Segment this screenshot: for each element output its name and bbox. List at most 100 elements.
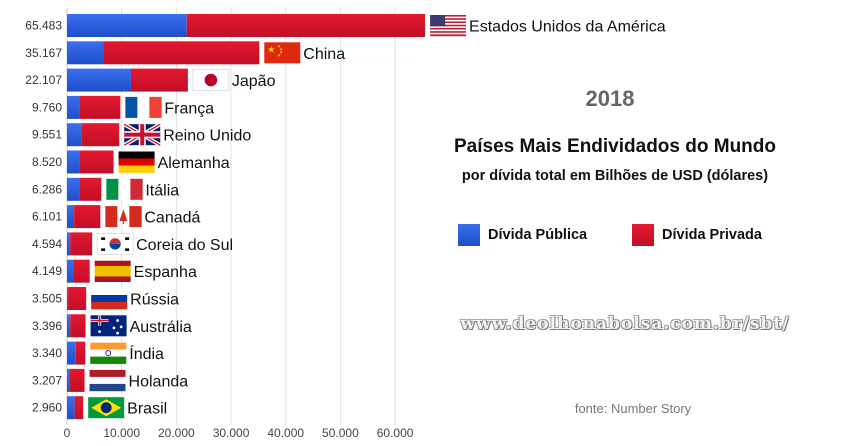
bar-public-debt — [67, 95, 80, 119]
bar-private-debt — [69, 368, 85, 392]
bar-row: 6.101 Canadá — [32, 205, 201, 229]
bar-row: 6.286 Itália — [32, 177, 179, 201]
flag-uk-icon — [123, 122, 162, 147]
x-tick-label: 20.000 — [158, 426, 195, 440]
bar-row: 22.107 Japão — [25, 68, 276, 92]
flag-usa-icon — [430, 15, 467, 37]
flag-russia-icon — [91, 288, 128, 310]
bar-public-debt — [67, 396, 75, 420]
svg-text:★: ★ — [277, 43, 281, 48]
country-label: Japão — [232, 73, 276, 90]
bar-private-debt — [79, 150, 114, 174]
bar-private-debt — [73, 259, 90, 283]
bar-private-debt — [70, 232, 93, 256]
country-label: Rússia — [130, 292, 179, 309]
bar-value-label: 4.149 — [32, 264, 62, 278]
bar-value-label: 65.483 — [25, 19, 62, 33]
bar-private-debt — [103, 41, 260, 65]
bar-row: 8.520 Alemanha — [32, 150, 230, 174]
bar-public-debt — [67, 68, 131, 92]
flag-canada-icon — [105, 206, 142, 228]
country-label: Canadá — [144, 210, 200, 227]
bar-value-label: 2.960 — [32, 401, 62, 415]
bar-public-debt — [67, 232, 71, 256]
x-tick-label: 30.000 — [213, 426, 250, 440]
country-label: Alemanha — [158, 155, 230, 172]
bar-value-label: 3.505 — [32, 292, 62, 306]
bar-value-label: 6.101 — [32, 210, 62, 224]
flag-france-icon — [125, 96, 162, 118]
bar-private-debt — [74, 396, 84, 420]
bar-public-debt — [67, 341, 76, 365]
country-label: Holanda — [129, 373, 189, 390]
svg-text:★: ★ — [267, 45, 275, 55]
bar-value-label: 6.286 — [32, 182, 62, 196]
bar-public-debt — [67, 14, 187, 37]
bar-row: 3.505 Rússia — [32, 287, 179, 310]
bar-private-debt — [79, 177, 102, 201]
bar-row: 2.960 Brasil — [32, 396, 167, 420]
country-label: China — [303, 46, 345, 63]
svg-text:★: ★ — [277, 52, 281, 57]
bar-value-label: 9.760 — [32, 100, 62, 114]
bar-value-label: 3.207 — [32, 373, 62, 387]
bar-public-debt — [67, 177, 80, 201]
bar-row: 65.483 Estados Unidos da América — [25, 14, 666, 37]
flag-brazil-icon — [88, 397, 125, 419]
bar-private-debt — [81, 123, 120, 147]
bar-private-debt — [186, 14, 426, 37]
bar-public-debt — [67, 41, 104, 65]
flag-india-icon — [90, 342, 127, 364]
country-label: Brasil — [127, 401, 167, 418]
chart-year: 2018 — [585, 86, 635, 111]
legend-swatch-private — [632, 224, 654, 246]
bar-public-debt — [67, 287, 69, 310]
bar-row: 4.594 Coreia do Sul — [32, 232, 233, 256]
bar-value-label: 3.396 — [32, 319, 62, 333]
country-label: Austrália — [130, 319, 192, 336]
flag-spain-icon — [94, 260, 131, 282]
country-label: Índia — [129, 344, 164, 363]
bar-public-debt — [67, 259, 74, 283]
flag-china-icon: ★ ★★★★ — [264, 42, 301, 64]
bar-value-label: 9.551 — [32, 128, 62, 142]
bar-row: 3.340 Índia — [32, 341, 164, 365]
legend-item-private-debt: Dívida Privada — [632, 224, 762, 246]
bar-private-debt — [70, 314, 86, 338]
x-tick-label: 10.000 — [103, 426, 140, 440]
bar-private-debt — [130, 68, 188, 92]
country-label: Coreia do Sul — [136, 237, 233, 254]
bar-public-debt — [67, 368, 70, 392]
country-label: Reino Unido — [163, 128, 251, 145]
legend-label-public: Dívida Pública — [488, 227, 588, 243]
svg-text:★: ★ — [279, 49, 283, 54]
source-note: fonte: Number Story — [574, 401, 692, 416]
country-label: Espanha — [134, 264, 197, 281]
legend-item-public-debt: Dívida Pública — [458, 224, 587, 246]
chart-subtitle: por dívida total em Bilhões de USD (dóla… — [461, 168, 769, 184]
bar-value-label: 4.594 — [32, 237, 62, 251]
bar-public-debt — [67, 123, 82, 147]
chart-title: Países Mais Endividados do Mundo — [454, 136, 776, 157]
flag-netherlands-icon — [89, 369, 126, 392]
flag-germany-icon — [118, 151, 155, 173]
website-watermark: www.deolhonabolsa.com.br/sbt/ — [460, 314, 790, 334]
flag-italy-icon — [106, 178, 143, 200]
bar-private-debt — [75, 341, 86, 365]
bar-private-debt — [79, 95, 121, 119]
bar-row: 9.551 Reino Unido — [32, 122, 251, 147]
x-tick-label: 40.000 — [267, 426, 304, 440]
flag-korea-icon — [96, 233, 134, 255]
country-label: Estados Unidos da América — [469, 19, 666, 36]
bar-public-debt — [67, 150, 80, 174]
bar-public-debt — [67, 314, 71, 338]
legend-label-private: Dívida Privada — [662, 227, 762, 243]
bar-value-label: 22.107 — [25, 73, 62, 87]
bar-row: 35.167 ★ ★★★★ China — [25, 41, 345, 65]
country-label: França — [164, 100, 214, 117]
bar-public-debt — [67, 205, 75, 229]
bar-value-label: 3.340 — [32, 346, 62, 360]
bar-row: 3.207 Holanda — [32, 368, 189, 392]
flag-japan-icon — [192, 69, 230, 91]
